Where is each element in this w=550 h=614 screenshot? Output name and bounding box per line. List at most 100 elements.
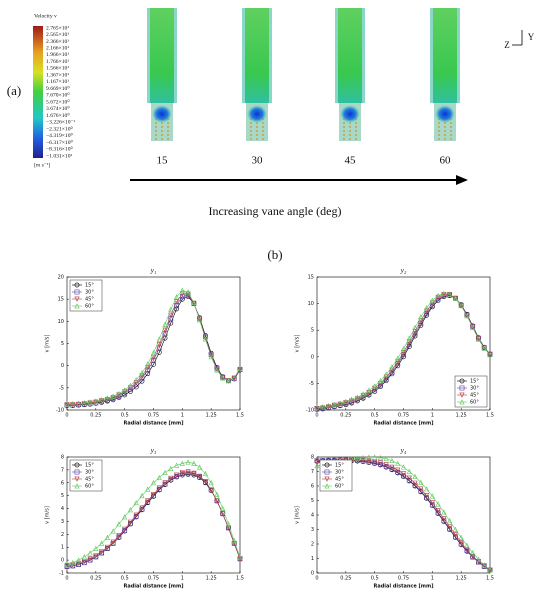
x-tick-label: 0.75 [398,576,409,582]
legend-label: 45° [335,477,344,483]
marker [418,486,424,492]
marker [87,550,93,556]
marker [423,486,430,492]
x-axis-label: Radial distance [mm] [123,584,183,590]
marker [360,393,366,399]
marker [354,394,360,400]
marker [145,499,151,505]
marker [202,479,208,485]
legend-label: 60° [85,304,94,310]
vortex [435,105,455,123]
y-tick-label: 8 [61,455,64,461]
marker [116,534,122,540]
marker [314,462,320,469]
marker [220,505,226,511]
y-tick-label: 7 [61,467,64,473]
colorbar-label: 1.566×10¹ [46,66,69,72]
marker [237,554,243,560]
x-tick-label: 0.25 [340,413,351,419]
y-tick-label: 3 [61,519,64,525]
x-tick-label: 1.5 [236,413,244,419]
marker [81,558,87,565]
x-tick-label: 0.75 [148,576,159,582]
colorbar-label: 1.676×10⁰ [46,112,70,119]
marker [76,562,81,568]
marker [435,296,441,302]
x-tick-label: 1.5 [236,576,244,582]
vortex [152,105,172,123]
legend-marker [74,476,80,482]
x-tick-label: 1 [431,576,434,582]
marker [185,469,191,475]
marker [99,549,105,555]
marker [360,454,366,461]
marker [447,518,453,524]
marker [168,465,174,472]
series-line [66,461,241,565]
marker [441,516,447,522]
y-tick-label: 2 [311,542,314,548]
marker [220,511,226,517]
legend-label: 60° [85,484,94,490]
marker [99,398,105,404]
marker [64,561,70,567]
legend-marker [459,399,465,405]
marker [70,402,76,408]
marker [116,521,122,527]
marker [75,400,82,406]
legend-label: 15° [85,283,94,289]
marker [99,540,105,546]
marker [156,336,162,342]
marker [156,474,162,481]
marker [412,324,418,330]
y-tick-label: -5 [309,381,314,387]
marker [185,470,191,476]
marker [104,395,110,401]
marker [325,402,332,409]
marker [395,355,401,361]
marker [156,485,162,491]
marker [360,458,366,464]
marker [145,371,151,377]
legend-label: 45° [85,297,94,303]
marker [179,291,185,297]
colorbar-label: −6.317×10⁰ [46,139,73,146]
marker [314,404,320,410]
y-axis-label: v [m/s] [45,335,51,353]
marker [429,493,435,499]
legend-label: 45° [470,393,479,399]
marker [372,454,378,460]
y-tick-label: 5 [61,341,64,347]
legend-label: 15° [470,379,479,385]
y-tick-label: -5 [59,385,64,391]
marker [139,378,145,384]
marker [99,397,105,403]
marker [202,336,208,342]
colorbar-label: −8.316×10⁰ [46,146,73,153]
marker [366,454,372,460]
marker [70,563,76,569]
colorbar-label: 2.166×10¹ [46,45,69,51]
marker [127,519,134,525]
cfd-images [147,8,460,141]
y-tick-label: 15 [308,275,314,281]
tube-flow [245,8,269,103]
legend-label: 60° [335,484,344,490]
colorbar-unit: [m s⁻¹] [34,162,50,168]
marker [173,299,180,305]
y-tick-label: -10 [56,408,64,414]
marker [64,564,70,569]
marker [400,464,407,470]
marker [139,373,145,379]
marker [127,382,134,389]
marker [475,556,482,562]
marker [93,545,99,551]
marker [395,460,401,466]
marker [214,498,220,504]
y-tick-label: 2 [61,532,64,538]
marker [75,560,82,567]
x-tick-label: 0.25 [90,576,101,582]
marker [470,553,476,560]
marker [378,461,383,467]
marker [179,460,185,466]
